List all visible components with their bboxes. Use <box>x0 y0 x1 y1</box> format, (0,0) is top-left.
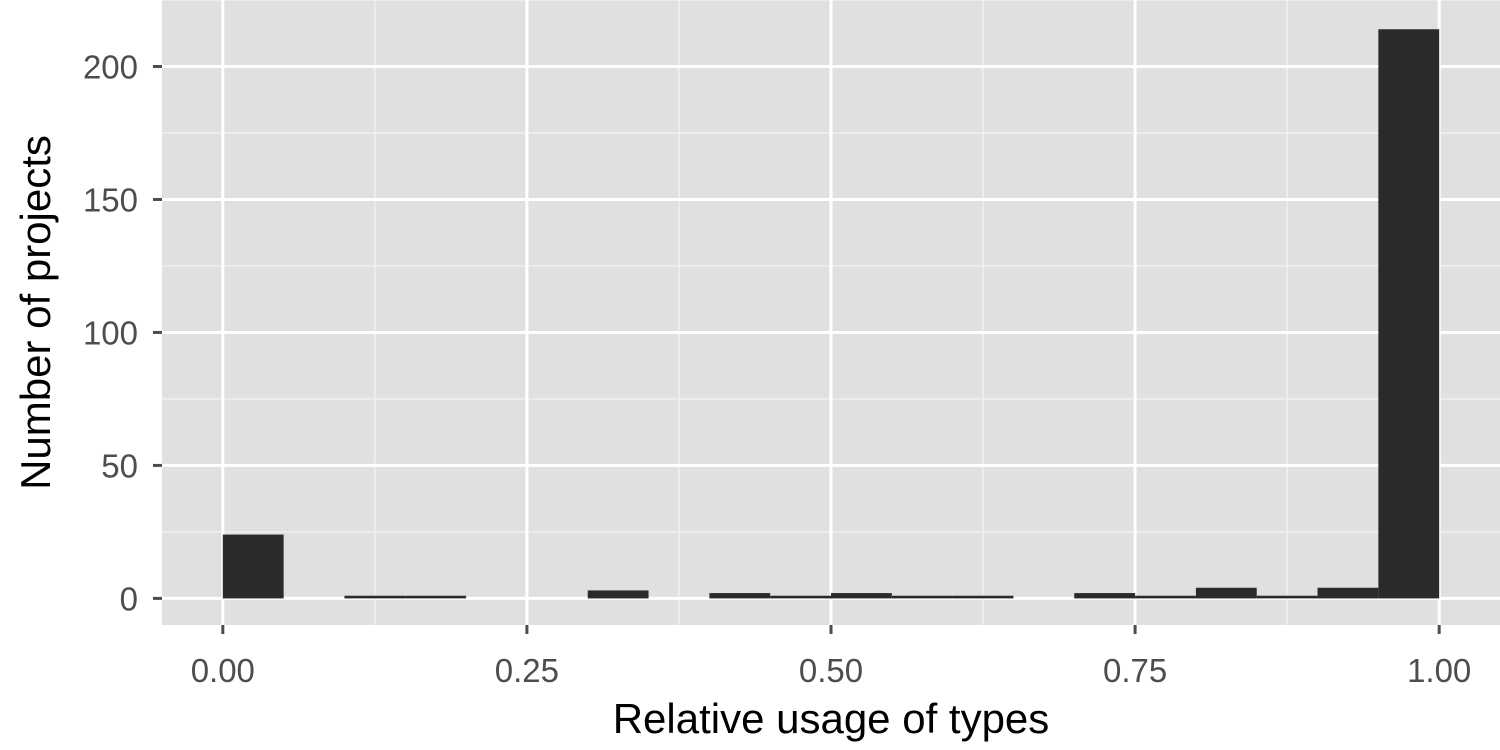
histogram-bar <box>709 593 771 599</box>
x-tick-label: 0.00 <box>191 652 255 689</box>
histogram-bar <box>587 590 649 599</box>
x-tick-label: 0.75 <box>1103 652 1167 689</box>
histogram-bar <box>1135 595 1196 599</box>
x-tick-label: 0.50 <box>799 652 863 689</box>
y-tick-label: 150 <box>83 181 138 218</box>
histogram-bars <box>222 29 1440 599</box>
histogram-bar <box>952 595 1014 599</box>
histogram-bar <box>770 595 831 599</box>
histogram-bar <box>344 595 406 599</box>
histogram-bar <box>1074 593 1136 599</box>
histogram-bar <box>405 595 467 599</box>
y-tick-label: 50 <box>101 447 138 484</box>
x-axis-title: Relative usage of types <box>613 695 1050 742</box>
y-tick-label: 100 <box>83 314 138 351</box>
y-axis: 0 50 100 150 200 <box>83 48 162 617</box>
x-axis: 0.00 0.25 0.50 0.75 1.00 <box>191 625 1471 689</box>
histogram-bar <box>222 534 284 599</box>
histogram-bar <box>1256 595 1318 599</box>
histogram-bar <box>1317 587 1379 599</box>
histogram-bar <box>1195 587 1257 599</box>
y-tick-label: 0 <box>120 580 138 617</box>
x-tick-label: 0.25 <box>495 652 559 689</box>
x-tick-label: 1.00 <box>1407 652 1471 689</box>
y-axis-title: Number of projects <box>12 135 59 490</box>
histogram-bar <box>1378 29 1440 599</box>
y-tick-label: 200 <box>83 48 138 85</box>
histogram-bar <box>831 593 892 599</box>
histogram-bar <box>891 595 953 599</box>
